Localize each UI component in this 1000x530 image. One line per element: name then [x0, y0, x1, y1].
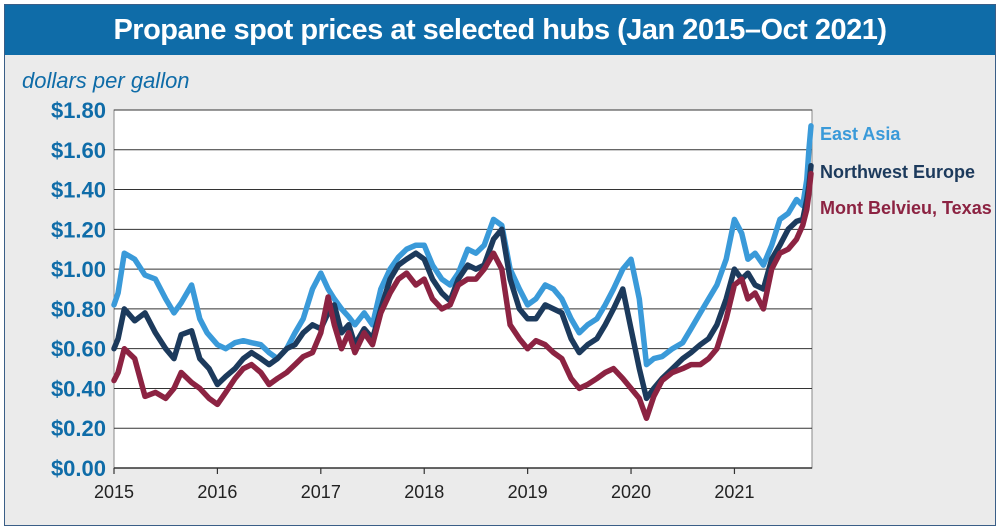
legend: East Asia Northwest Europe Mont Belvieu, T…: [820, 124, 992, 218]
y-tick-label: $1.60: [51, 138, 106, 163]
series-line-east-asia: [111, 123, 814, 368]
legend-entry-northwest-europe: Northwest Europe: [820, 162, 975, 182]
x-tick-label: 2016: [197, 482, 237, 502]
series-line-mont-belvieu-texas: [111, 170, 814, 422]
y-tick-label: $0.80: [51, 297, 106, 322]
y-axis-label: dollars per gallon: [22, 68, 190, 93]
x-tick-label: 2019: [508, 482, 548, 502]
y-tick-label: $1.20: [51, 217, 106, 242]
y-tick-label: $0.40: [51, 376, 106, 401]
x-tick-label: 2020: [611, 482, 651, 502]
y-tick-label: $1.00: [51, 257, 106, 282]
y-tick-label: $0.60: [51, 337, 106, 362]
x-axis-ticks: 2015 2016 2017 2018 2019 2020 2021: [94, 468, 754, 502]
y-tick-label: $0.00: [51, 456, 106, 481]
y-axis-ticks: $0.00 $0.20 $0.40 $0.60 $0.80 $1.00 $1.20 $1.40…: [51, 98, 106, 481]
chart-title: Propane spot prices at selected hubs (Ja…: [113, 13, 887, 46]
series-lines: [111, 123, 814, 422]
x-tick-label: 2021: [714, 482, 754, 502]
y-tick-label: $1.80: [51, 98, 106, 123]
plot-area: [113, 109, 813, 469]
x-tick-label: 2017: [301, 482, 341, 502]
series-line-northwest-europe: [111, 162, 814, 402]
legend-entry-mont-belvieu-texas: Mont Belvieu, Texas: [820, 198, 992, 218]
y-tick-label: $0.20: [51, 416, 106, 441]
title-bar: Propane spot prices at selected hubs (Ja…: [5, 5, 995, 55]
legend-entry-east-asia: East Asia: [820, 124, 901, 144]
x-tick-label: 2015: [94, 482, 134, 502]
x-tick-label: 2018: [404, 482, 444, 502]
y-tick-label: $1.40: [51, 178, 106, 203]
